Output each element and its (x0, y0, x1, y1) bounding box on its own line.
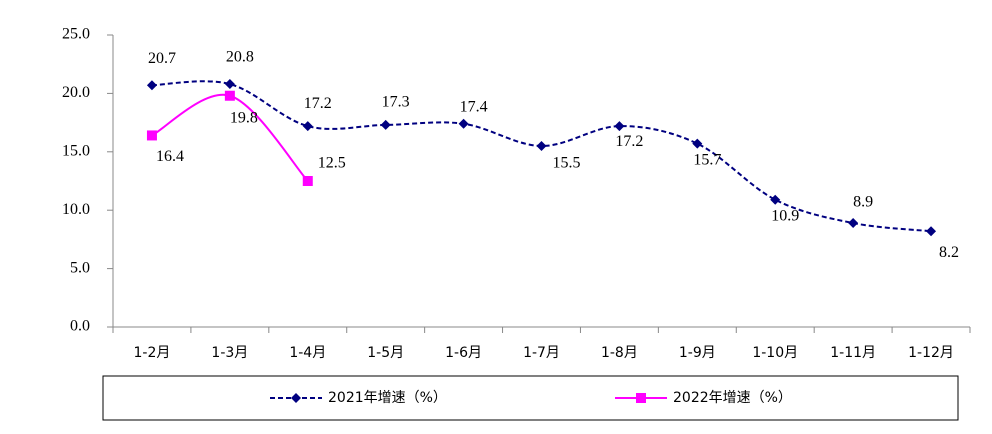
legend-label: 2022年增速（%） (673, 390, 792, 406)
data-point (614, 121, 625, 132)
data-point (848, 218, 859, 229)
data-label: 17.4 (460, 98, 488, 115)
x-tick-label: 1-5月 (367, 345, 404, 361)
data-point (770, 194, 781, 205)
data-label: 17.2 (304, 95, 332, 112)
data-label: 19.8 (230, 109, 258, 126)
legend-marker (291, 393, 301, 403)
legend-marker (636, 393, 646, 403)
legend-label: 2021年增速（%） (328, 390, 447, 406)
x-tick-label: 1-8月 (601, 345, 638, 361)
series-line (151, 93, 309, 182)
y-tick-label: 25.0 (62, 26, 90, 43)
data-label: 8.2 (939, 244, 959, 261)
x-tick-label: 1-2月 (134, 345, 171, 361)
data-point (302, 121, 313, 132)
y-tick-label: 0.0 (70, 318, 90, 335)
x-tick-label: 1-3月 (211, 345, 248, 361)
data-label: 15.5 (553, 155, 581, 172)
data-point (692, 138, 703, 149)
y-tick-label: 10.0 (62, 201, 90, 218)
data-label: 10.9 (771, 207, 799, 224)
data-point (458, 118, 469, 129)
x-tick-label: 1-10月 (752, 345, 798, 361)
data-point (926, 226, 937, 237)
data-label: 17.3 (382, 94, 410, 111)
data-point (224, 79, 235, 90)
series-line (151, 80, 932, 233)
data-point (224, 90, 235, 101)
data-point (302, 176, 313, 186)
data-point (380, 119, 391, 130)
y-tick-label: 20.0 (62, 84, 90, 101)
x-tick-label: 1-11月 (830, 345, 876, 361)
y-tick-label: 15.0 (62, 142, 90, 159)
x-tick-label: 1-9月 (679, 345, 716, 361)
data-point (146, 130, 157, 141)
data-label: 17.2 (615, 133, 643, 150)
data-label: 20.7 (148, 50, 176, 67)
data-point (146, 80, 157, 91)
x-tick-label: 1-7月 (523, 345, 560, 361)
data-point (536, 140, 547, 151)
x-tick-label: 1-4月 (289, 345, 326, 361)
data-label: 20.8 (226, 49, 254, 66)
x-tick-label: 1-6月 (445, 345, 482, 361)
x-tick-label: 1-12月 (908, 345, 954, 361)
data-label: 8.9 (853, 194, 873, 211)
data-label: 15.7 (693, 151, 721, 168)
data-label: 12.5 (318, 155, 346, 172)
y-tick-label: 5.0 (70, 259, 90, 276)
data-label: 16.4 (156, 148, 184, 165)
legend-box (102, 375, 959, 421)
